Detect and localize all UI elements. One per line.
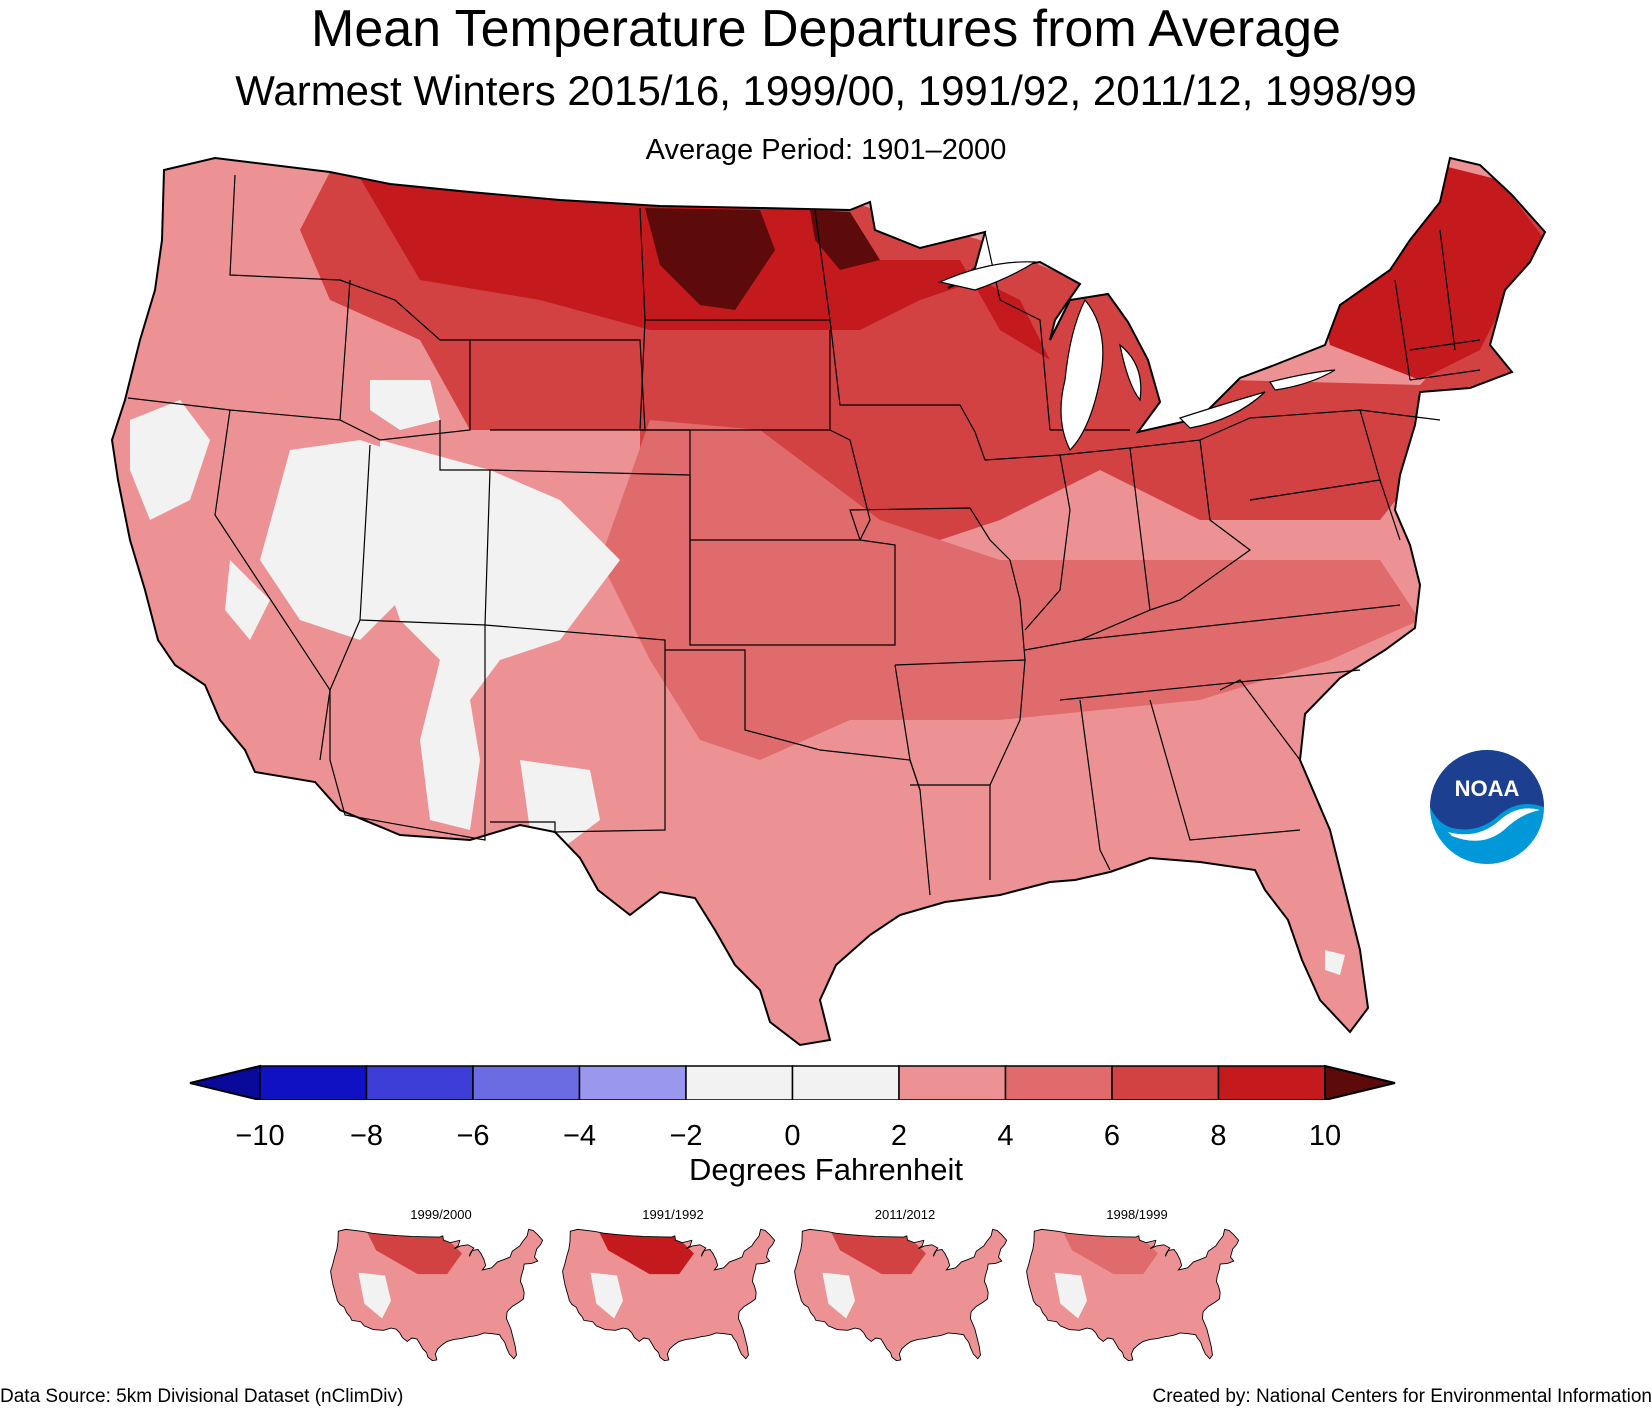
- inset-outline: [562, 1228, 776, 1362]
- colorbar-bin: [1004, 1065, 1113, 1100]
- near-normal-region: [225, 560, 270, 640]
- average-period: Average Period: 1901–2000: [645, 134, 1007, 166]
- colorbar-bin: [578, 1065, 687, 1100]
- colorbar-under-arrow: [189, 1064, 261, 1100]
- inset-warm-region: [367, 1232, 462, 1275]
- colorbar-tick-label: 0: [784, 1120, 801, 1152]
- inset-map-1999-2000: 1999/2000: [330, 1206, 552, 1399]
- inset-near-normal-region: [358, 1272, 391, 1319]
- inset-map-1998-1999: 1998/1999: [1026, 1206, 1248, 1399]
- inset-near-normal-region: [590, 1272, 623, 1319]
- inset-map: [562, 1228, 776, 1362]
- inset-outline: [794, 1228, 1008, 1362]
- inset-near-normal-region: [1054, 1272, 1087, 1319]
- near-normal-region: [1325, 950, 1345, 975]
- inset-warm-region: [1063, 1232, 1158, 1275]
- inset-outline: [330, 1228, 544, 1362]
- warm-anomaly-region-over-10: [645, 208, 775, 310]
- colorbar-over-arrow: [1324, 1064, 1396, 1100]
- colorbar-bin: [365, 1065, 474, 1100]
- credit-line: Created by: National Centers for Environ…: [1152, 1386, 1652, 1407]
- colorbar-bin: [472, 1065, 581, 1100]
- inset-map: [330, 1228, 544, 1362]
- inset-label: 2011/2012: [874, 1207, 936, 1222]
- inset-warm-region: [599, 1232, 694, 1275]
- temperature-colorbar: [189, 1064, 1396, 1100]
- inset-map: [794, 1228, 1008, 1362]
- state-borders: [127, 174, 1481, 896]
- colorbar-tick-label: −10: [235, 1120, 285, 1152]
- map-title: Mean Temperature Departures from Average: [311, 0, 1341, 58]
- inset-label: 1999/2000: [410, 1207, 472, 1222]
- colorbar-tick-label: −4: [562, 1120, 597, 1152]
- near-normal-region: [380, 440, 620, 830]
- colorbar-title: Degrees Fahrenheit: [689, 1152, 963, 1187]
- inset-warm-region: [831, 1232, 926, 1275]
- colorbar-bin: [791, 1065, 900, 1100]
- colorbar-bin: [1111, 1065, 1220, 1100]
- noaa-logo-text: NOAA: [1455, 776, 1520, 801]
- colorbar-bin: [685, 1065, 794, 1100]
- us-temperature-map: [111, 157, 1546, 1046]
- warm-anomaly-region-over-10: [810, 210, 880, 270]
- colorbar-tick-label: 4: [997, 1120, 1014, 1152]
- map-subtitle: Warmest Winters 2015/16, 1999/00, 1991/9…: [235, 67, 1417, 114]
- warm-anomaly-region-4-6: [600, 420, 1420, 760]
- inset-map-2011-2012: 2011/2012: [794, 1206, 1016, 1399]
- colorbar-tick-label: −2: [669, 1120, 703, 1152]
- inset-map: [1026, 1228, 1240, 1362]
- colorbar-tick-label: −8: [349, 1120, 384, 1152]
- colorbar-tick-label: 6: [1103, 1120, 1121, 1152]
- inset-outline: [1026, 1228, 1240, 1362]
- colorbar-tick-label: 10: [1308, 1120, 1342, 1152]
- inset-label: 1998/1999: [1106, 1207, 1168, 1222]
- colorbar-bin: [259, 1065, 368, 1100]
- colorbar-bin: [1217, 1065, 1326, 1100]
- near-normal-region: [370, 380, 440, 430]
- warm-anomaly-region-8-10: [1320, 160, 1545, 380]
- inset-near-normal-region: [822, 1272, 855, 1319]
- data-source: Data Source: 5km Divisional Dataset (nCl…: [0, 1386, 404, 1407]
- inset-label: 1991/1992: [642, 1207, 704, 1222]
- great-lakes: [938, 261, 1336, 452]
- colorbar-tick-label: 8: [1210, 1120, 1227, 1152]
- near-normal-region: [520, 760, 600, 850]
- colorbar-tick-label: 2: [890, 1120, 908, 1152]
- near-normal-region: [130, 400, 210, 520]
- colorbar-bin: [898, 1065, 1007, 1100]
- noaa-logo: NOAA: [1430, 750, 1544, 864]
- colorbar-tick-label: −6: [456, 1120, 490, 1152]
- inset-map-1991-1992: 1991/1992: [562, 1206, 784, 1399]
